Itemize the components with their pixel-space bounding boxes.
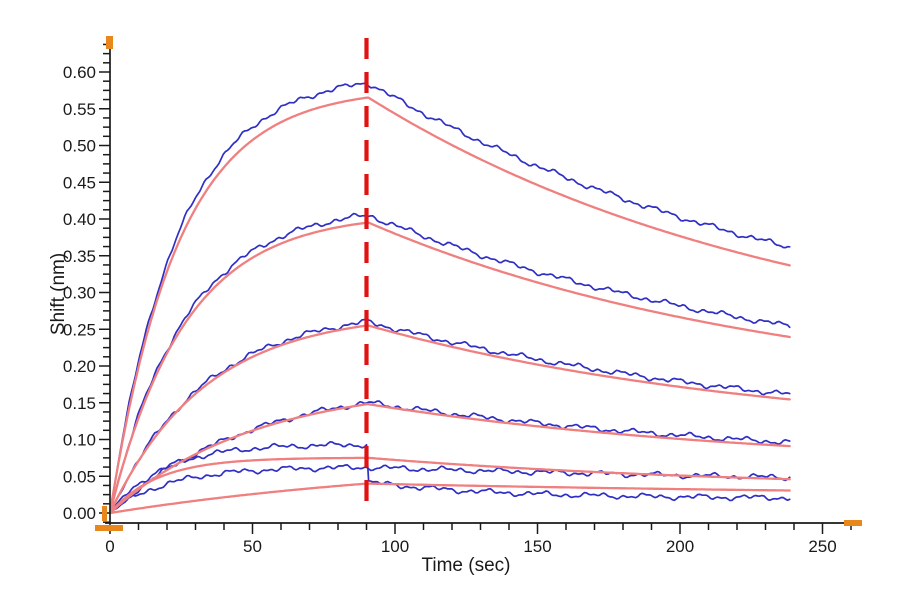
sensor-trace-1 [109, 82, 791, 514]
x-tick-label: 150 [523, 537, 551, 556]
y-tick-label: 0.40 [63, 210, 96, 229]
x-axis-right-handle[interactable] [844, 520, 862, 526]
y-tick-label: 0.15 [63, 394, 96, 413]
fit-curve-4 [108, 403, 791, 515]
sensor-trace-5 [109, 440, 791, 514]
x-tick-label: 200 [666, 537, 694, 556]
y-tick-label: 0.00 [63, 504, 96, 523]
y-tick-label: 0.60 [63, 63, 96, 82]
axis-range-handles-group [95, 36, 862, 531]
x-tick-label: 250 [808, 537, 836, 556]
x-tick-label: 50 [243, 537, 262, 556]
y-tick-label: 0.30 [63, 284, 96, 303]
y-tick-label: 0.35 [63, 247, 96, 266]
y-axis-label: Shift (nm) [48, 253, 69, 335]
fit-curve-1 [108, 96, 791, 515]
fit-curve-6 [108, 482, 791, 515]
data-curves-group [109, 82, 791, 514]
y-tick-label: 0.10 [63, 431, 96, 450]
y-tick-label: 0.05 [63, 467, 96, 486]
x-tick-label: 100 [381, 537, 409, 556]
x-axis-label: Time (sec) [421, 555, 510, 576]
x-axis-left-handle[interactable] [95, 525, 123, 531]
sensor-trace-2 [109, 212, 791, 514]
y-tick-label: 0.45 [63, 173, 96, 192]
fit-curve-5 [108, 456, 791, 515]
fit-curve-3 [108, 324, 791, 515]
y-tick-label: 0.20 [63, 357, 96, 376]
y-tick-label: 0.25 [63, 320, 96, 339]
y-tick-label: 0.50 [63, 137, 96, 156]
y-axis-bottom-handle[interactable] [102, 506, 107, 521]
fit-curve-2 [108, 221, 791, 515]
y-axis-top-handle[interactable] [106, 36, 113, 49]
axes-group: 0 50 100 150 200 250 0.00 0.05 0.10 0.15 0.20 0.25 0… [63, 38, 852, 556]
x-tick-label: 0 [105, 537, 114, 556]
fit-curves-group [108, 96, 791, 515]
y-tick-label: 0.55 [63, 100, 96, 119]
